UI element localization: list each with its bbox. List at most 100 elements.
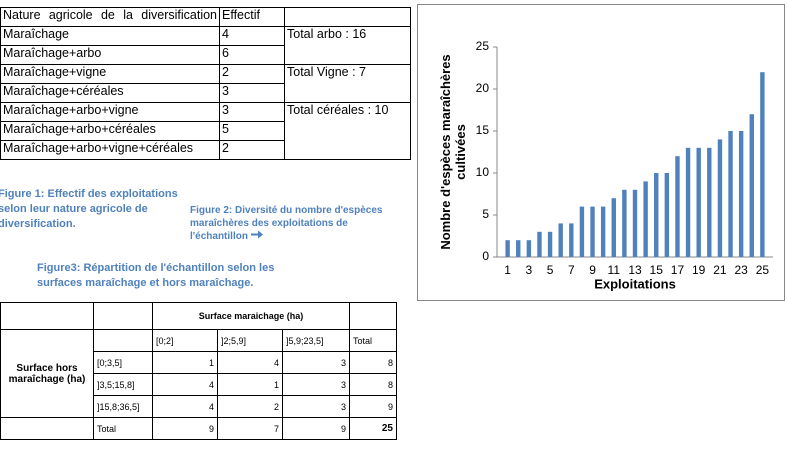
y-axis-label: Nombre d'espèces maraîchèrescultivées xyxy=(438,54,468,249)
header-cell xyxy=(284,7,411,27)
bar xyxy=(600,206,606,257)
cell: 1 xyxy=(217,373,283,396)
bar xyxy=(685,147,691,257)
bar xyxy=(696,147,701,257)
y-tick-label: 25 xyxy=(476,39,490,53)
cell: Maraîchage+arbo+vigne+céréales xyxy=(0,140,220,160)
total-cell: Total arbo : 16 xyxy=(284,26,411,65)
y-tick-label: 5 xyxy=(482,207,489,221)
header-cell: Total xyxy=(349,329,397,352)
bar xyxy=(611,198,616,257)
cell: 7 xyxy=(217,417,283,440)
cell: 6 xyxy=(219,45,285,65)
x-tick-label: 3 xyxy=(526,263,533,277)
bar xyxy=(558,223,563,257)
header-cell: [0;2] xyxy=(152,329,218,352)
total-cell: Total céréales : 10 xyxy=(284,102,411,160)
x-tick-label: 25 xyxy=(756,263,770,277)
bar xyxy=(675,156,680,257)
cell xyxy=(93,329,153,352)
bar xyxy=(717,139,723,257)
x-tick-label: 9 xyxy=(589,263,596,277)
bar xyxy=(707,147,712,257)
x-tick-label: 21 xyxy=(713,263,727,277)
x-tick-label: 19 xyxy=(692,263,706,277)
x-tick-label: 7 xyxy=(568,263,575,277)
cell: 9 xyxy=(282,417,350,440)
cell: 4 xyxy=(152,373,218,396)
cell: ]3,5;15,8] xyxy=(93,373,153,396)
cell: 4 xyxy=(217,351,283,374)
bar xyxy=(728,131,733,257)
cell xyxy=(0,417,94,440)
cell: 4 xyxy=(152,395,218,418)
cell: 3 xyxy=(282,395,350,418)
bar xyxy=(664,173,670,257)
y-tick-label: 10 xyxy=(476,165,490,179)
bar xyxy=(749,114,754,257)
x-tick-label: 13 xyxy=(628,263,642,277)
header-cell: Nature agricole de la diversification xyxy=(0,7,220,27)
bar xyxy=(569,223,574,257)
bar xyxy=(760,72,765,257)
cell: Maraîchage+céréales xyxy=(0,83,220,103)
bar xyxy=(738,131,744,257)
x-tick-label: 17 xyxy=(671,263,685,277)
cell: 3 xyxy=(282,351,350,374)
caption: Figure 2: Diversité du nombre d'espèces … xyxy=(190,204,400,243)
caption: Figure 1: Effectif des exploitations sel… xyxy=(0,188,178,230)
bar xyxy=(516,240,521,257)
cell: Maraîchage+arbo+vigne xyxy=(0,102,220,122)
cell xyxy=(0,302,94,330)
x-tick-label: 1 xyxy=(504,263,511,277)
bar xyxy=(505,240,510,257)
diversification-table: Nature agricole de la diversification Eff… xyxy=(0,7,411,160)
cell: Maraîchage xyxy=(0,26,220,46)
bar xyxy=(643,181,648,257)
bar xyxy=(590,206,595,257)
cell: 3 xyxy=(219,102,285,122)
caption: Figure3: Répartition de l'échantillon se… xyxy=(37,262,275,289)
header-cell: Surface maraichage (ha) xyxy=(152,302,350,330)
cell: [0;3,5] xyxy=(93,351,153,374)
bar xyxy=(547,231,553,257)
cell: Total xyxy=(93,417,153,440)
header-cell: ]2;5,9] xyxy=(217,329,283,352)
caption-text: Figure 2: Diversité du nombre d'espèces … xyxy=(190,205,383,242)
bar xyxy=(526,240,532,257)
surface-table: Surface maraichage (ha) Surface hors mar… xyxy=(0,302,397,440)
x-tick-label: 5 xyxy=(547,263,554,277)
cell: 8 xyxy=(349,373,397,396)
x-axis-label: Exploitations xyxy=(594,276,676,291)
cell: 8 xyxy=(349,351,397,374)
cell: 4 xyxy=(219,26,285,46)
cell: 3 xyxy=(219,83,285,103)
row-header: Surface hors maraîchage (ha) xyxy=(0,329,94,418)
bar xyxy=(537,231,542,257)
bar xyxy=(579,206,585,257)
x-tick-label: 11 xyxy=(608,263,621,277)
bar xyxy=(632,189,638,257)
arrow-icon xyxy=(250,230,263,239)
total-cell: Total Vigne : 7 xyxy=(284,64,411,103)
bar xyxy=(654,173,659,257)
header-cell: ]5,9;23,5] xyxy=(282,329,350,352)
cell xyxy=(93,302,153,330)
cell xyxy=(349,302,397,330)
bar xyxy=(622,189,627,257)
cell: 9 xyxy=(349,395,397,418)
x-tick-label: 15 xyxy=(650,263,664,277)
y-tick-label: 0 xyxy=(482,249,489,263)
cell: 1 xyxy=(152,351,218,374)
y-tick-label: 20 xyxy=(476,81,490,95)
cell: 2 xyxy=(219,64,285,84)
cell: 2 xyxy=(217,395,283,418)
cell: Maraîchage+vigne xyxy=(0,64,220,84)
cell: ]15,8;36,5] xyxy=(93,395,153,418)
cell: 2 xyxy=(219,140,285,160)
cell: 9 xyxy=(152,417,218,440)
cell: Maraîchage+arbo xyxy=(0,45,220,65)
cell: 3 xyxy=(282,373,350,396)
